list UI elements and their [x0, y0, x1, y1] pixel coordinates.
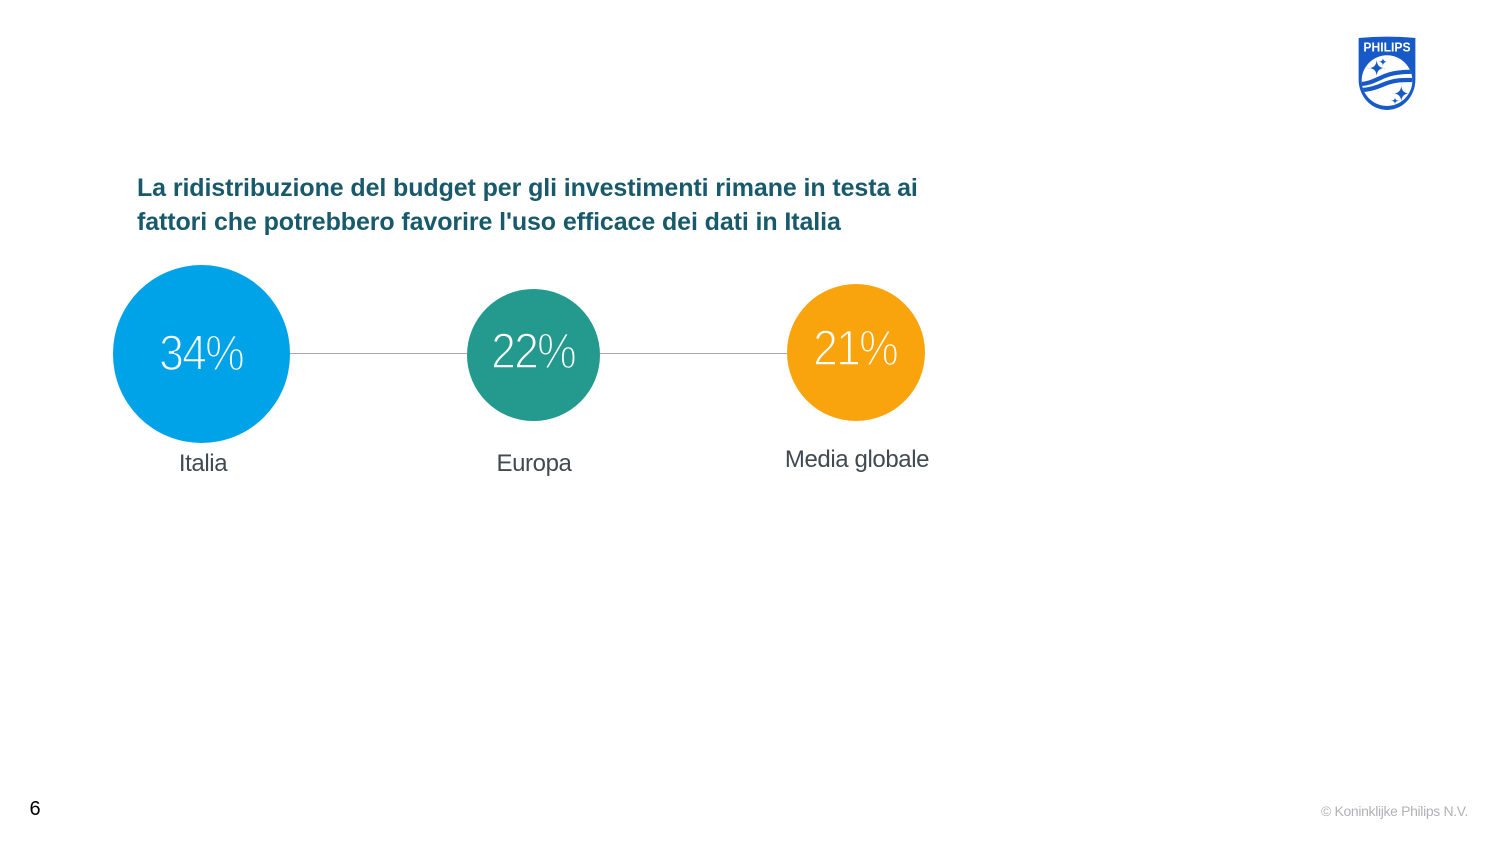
svg-text:PHILIPS: PHILIPS — [1364, 41, 1411, 55]
